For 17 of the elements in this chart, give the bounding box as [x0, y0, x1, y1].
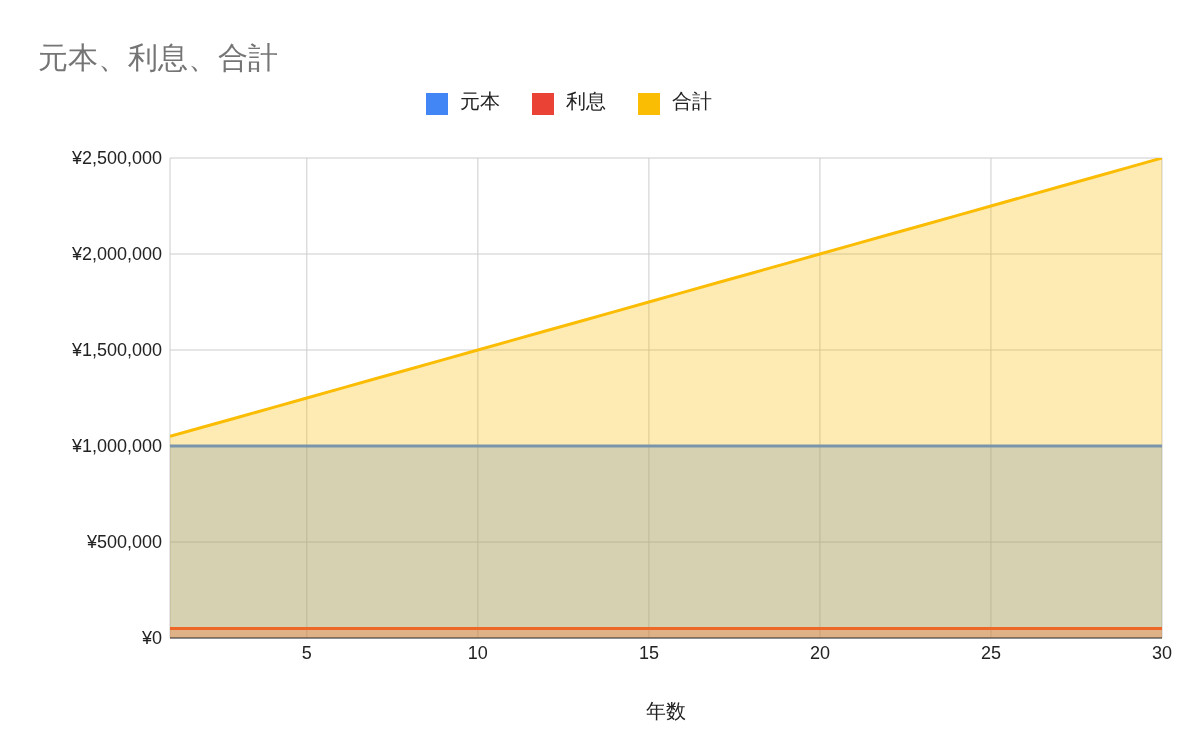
y-tick-label: ¥1,500,000	[70, 340, 162, 361]
legend-label: 合計	[672, 90, 712, 112]
x-tick-label: 30	[1151, 642, 1173, 663]
x-axis-title: 年数	[646, 700, 686, 722]
y-tick-label: ¥500,000	[85, 532, 162, 553]
y-tick-label: ¥2,000,000	[70, 244, 162, 265]
x-tick-label: 10	[467, 642, 488, 663]
x-tick-label: 25	[980, 642, 1001, 663]
y-tick-label: ¥2,500,000	[70, 148, 162, 169]
legend-label: 利息	[566, 90, 606, 112]
chart-title: 元本、利息、合計	[37, 40, 279, 76]
x-tick-label: 15	[638, 642, 659, 663]
y-tick-label: ¥0	[140, 628, 162, 649]
x-tick-label: 20	[809, 642, 830, 663]
y-tick-label: ¥1,000,000	[70, 436, 162, 457]
legend-label: 元本	[460, 90, 500, 112]
x-tick-label: 5	[301, 642, 312, 663]
